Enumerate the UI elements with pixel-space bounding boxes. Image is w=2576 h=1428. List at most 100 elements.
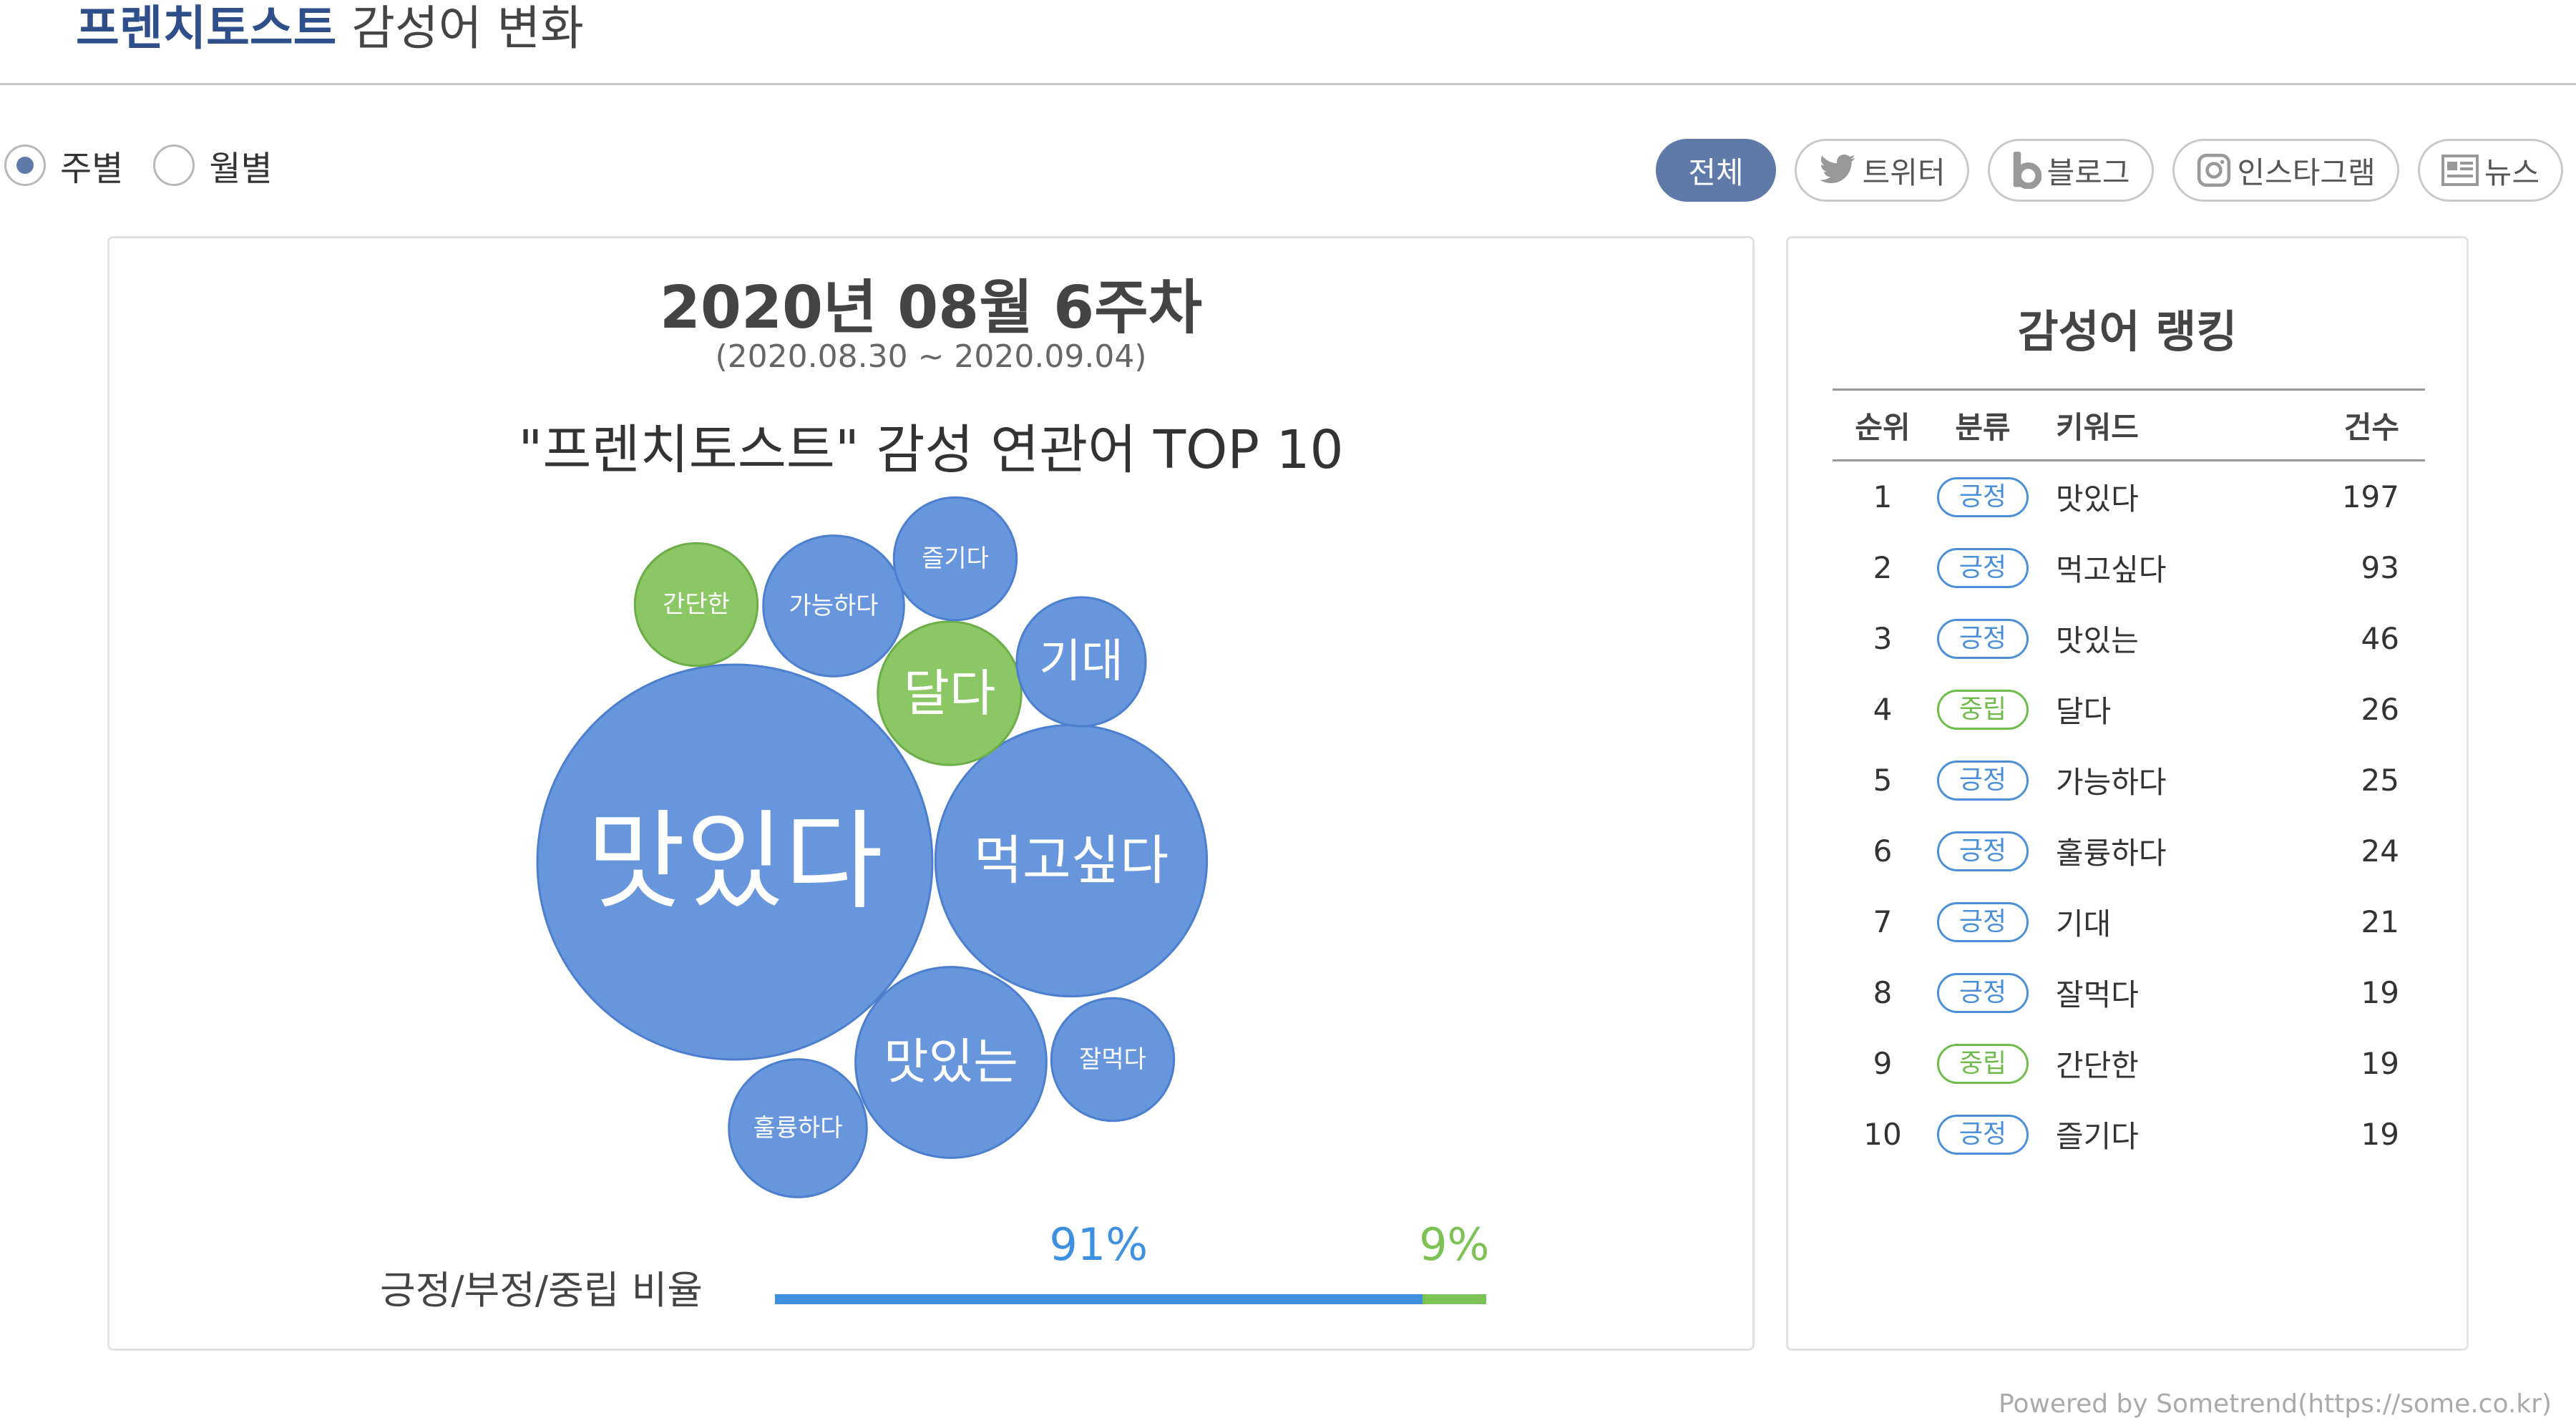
ratio-bar xyxy=(775,1294,1486,1304)
bubble[interactable]: 간단한 xyxy=(633,542,759,667)
news-icon xyxy=(2441,155,2479,186)
bubble-label: 훌륭하다 xyxy=(753,1114,842,1143)
filter-blog-button[interactable]: 블로그 xyxy=(1987,139,2154,202)
row-count: 21 xyxy=(2361,904,2399,939)
row-count: 25 xyxy=(2361,763,2399,798)
bubble-circle[interactable] xyxy=(762,534,905,678)
bubble-label: 달다 xyxy=(904,664,996,723)
bubble[interactable]: 먹고싶다 xyxy=(934,723,1209,998)
bubble-circle[interactable] xyxy=(892,496,1018,622)
header-keyword: 키워드 xyxy=(2056,409,2139,445)
bubble-circle[interactable] xyxy=(877,620,1023,766)
ranking-title: 감성어 랭킹 xyxy=(2017,305,2238,358)
bubble[interactable]: 기대 xyxy=(1015,596,1147,728)
bubble-label: 먹고싶다 xyxy=(974,830,1169,891)
row-rank: 4 xyxy=(1873,692,1893,727)
row-category: 긍정 xyxy=(1933,972,2033,1013)
page-title-keyword: 프렌치토스트 xyxy=(76,1,337,56)
ratio-bar-neutral xyxy=(1422,1294,1486,1304)
week-title: 2020년 08월 6주차 xyxy=(659,274,1203,342)
sentiment-chart-card: 2020년 08월 6주차 (2020.08.30 ~ 2020.09.04) … xyxy=(107,236,1755,1351)
ranking-header-row: 순위 분류 키워드 건수 xyxy=(1833,388,2425,461)
row-keyword: 가능하다 xyxy=(2056,765,2167,800)
ranking-row: 4 중립 달다 26 xyxy=(1833,674,2425,745)
blog-icon xyxy=(2013,152,2041,189)
category-badge: 긍정 xyxy=(1937,972,2029,1013)
filter-instagram-label: 인스타그램 xyxy=(2237,155,2376,190)
header-count: 건수 xyxy=(2343,409,2399,445)
bubble-label: 가능하다 xyxy=(789,592,878,620)
radio-monthly[interactable]: 월별 xyxy=(153,140,273,190)
row-keyword: 간단한 xyxy=(2056,1048,2139,1083)
page-title: 프렌치토스트 감성어 변화 xyxy=(76,0,584,57)
row-count: 197 xyxy=(2341,479,2399,514)
ranking-row: 6 긍정 훌륭하다 24 xyxy=(1833,816,2425,886)
bubble[interactable]: 즐기다 xyxy=(892,496,1018,622)
row-keyword: 달다 xyxy=(2056,694,2112,729)
ratio-neutral-percent: 9% xyxy=(1419,1218,1490,1271)
page-title-suffix: 감성어 변화 xyxy=(336,1,584,56)
row-count: 93 xyxy=(2361,550,2399,585)
category-badge: 긍정 xyxy=(1937,618,2029,659)
radio-weekly-circle[interactable] xyxy=(4,145,46,186)
row-category: 중립 xyxy=(1933,689,2033,730)
twitter-icon xyxy=(1819,154,1855,183)
row-rank: 3 xyxy=(1873,621,1893,656)
bubble[interactable]: 가능하다 xyxy=(762,534,905,678)
row-keyword: 기대 xyxy=(2056,906,2112,942)
category-badge: 긍정 xyxy=(1937,476,2029,517)
row-category: 긍정 xyxy=(1933,547,2033,588)
ranking-row: 9 중립 간단한 19 xyxy=(1833,1028,2425,1099)
filter-twitter-label: 트위터 xyxy=(1862,155,1946,190)
row-keyword: 즐기다 xyxy=(2056,1119,2139,1154)
title-bar: 프렌치토스트 감성어 변화 xyxy=(0,0,2576,85)
row-category: 긍정 xyxy=(1933,476,2033,517)
filter-all-button[interactable]: 전체 xyxy=(1656,139,1776,202)
category-badge: 긍정 xyxy=(1937,1114,2029,1155)
channel-filters: 전체 트위터 블로그 인스타그램 뉴스 xyxy=(1637,139,2563,202)
category-badge: 긍정 xyxy=(1937,547,2029,588)
radio-weekly[interactable]: 주별 xyxy=(4,140,123,190)
ranking-row: 7 긍정 기대 21 xyxy=(1833,886,2425,957)
radio-weekly-label: 주별 xyxy=(60,149,124,189)
filter-twitter-button[interactable]: 트위터 xyxy=(1794,139,1969,202)
row-category: 긍정 xyxy=(1933,831,2033,871)
row-rank: 6 xyxy=(1873,833,1893,869)
filter-all-label: 전체 xyxy=(1688,155,1744,190)
row-category: 중립 xyxy=(1933,1043,2033,1084)
bubble-label: 간단한 xyxy=(663,590,730,619)
row-count: 19 xyxy=(2361,1117,2399,1152)
header-rank: 순위 xyxy=(1855,409,1911,445)
category-badge: 긍정 xyxy=(1937,760,2029,801)
row-rank: 2 xyxy=(1873,550,1893,585)
bubble-circle[interactable] xyxy=(854,966,1048,1159)
bubble[interactable]: 맛있다 xyxy=(536,663,934,1061)
filter-news-label: 뉴스 xyxy=(2484,155,2540,190)
filter-instagram-button[interactable]: 인스타그램 xyxy=(2172,139,2399,202)
row-category: 긍정 xyxy=(1933,760,2033,801)
category-badge: 중립 xyxy=(1937,689,2029,730)
ranking-row: 2 긍정 먹고싶다 93 xyxy=(1833,532,2425,603)
bubble[interactable]: 훌륭하다 xyxy=(728,1058,868,1198)
bubble-label: 맛있다 xyxy=(587,800,883,924)
filter-news-button[interactable]: 뉴스 xyxy=(2417,139,2563,202)
row-count: 24 xyxy=(2361,833,2399,869)
bubble-circle[interactable] xyxy=(536,663,934,1061)
bubble-circle[interactable] xyxy=(728,1058,868,1198)
ranking-row: 1 긍정 맛있다 197 xyxy=(1833,461,2425,532)
radio-monthly-label: 월별 xyxy=(209,149,273,189)
bubble[interactable]: 잘먹다 xyxy=(1050,997,1176,1123)
radio-monthly-circle[interactable] xyxy=(153,145,195,186)
row-category: 긍정 xyxy=(1933,618,2033,659)
bubble-circle[interactable] xyxy=(1050,997,1176,1123)
bubble[interactable]: 달다 xyxy=(877,620,1023,766)
bubble-label: 맛있는 xyxy=(884,1035,1018,1091)
bubble-circle[interactable] xyxy=(1015,596,1147,728)
row-rank: 5 xyxy=(1873,763,1893,798)
row-rank: 7 xyxy=(1873,904,1893,939)
bubble-circle[interactable] xyxy=(633,542,759,667)
category-badge: 중립 xyxy=(1937,1043,2029,1084)
bubble[interactable]: 맛있는 xyxy=(854,966,1048,1159)
period-toggle: 주별 월별 xyxy=(4,140,303,190)
row-rank: 8 xyxy=(1873,975,1893,1010)
